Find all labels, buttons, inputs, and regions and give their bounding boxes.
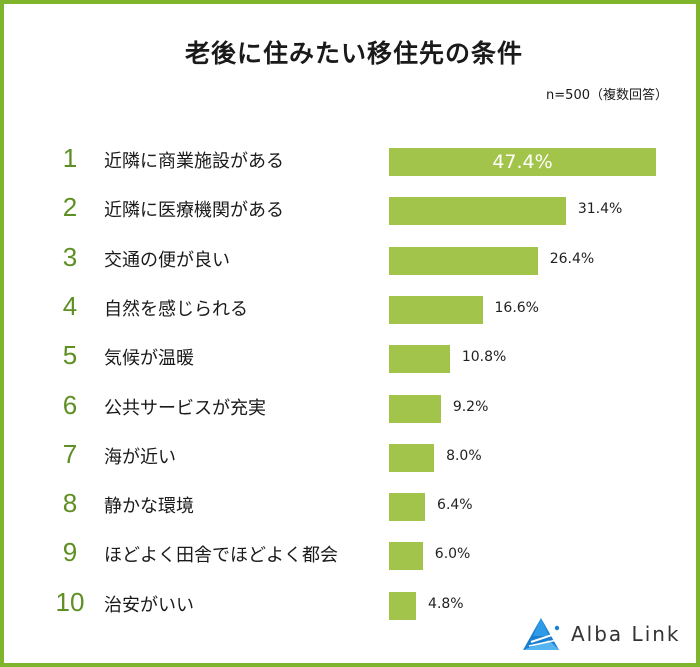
category-label: 自然を感じられる [104,298,248,320]
bar [389,345,450,374]
value-label: 6.4% [437,497,473,514]
rank-number: 7 [62,438,78,469]
value-label: 31.4% [577,201,623,218]
bar [389,493,426,522]
value-label: 47.4% [492,151,553,173]
rank-number: 3 [62,241,78,272]
value-label: 9.2% [452,398,489,415]
bar-row: 10 治安がいい 4.8% [4,587,700,621]
category-label: 近隣に商業施設がある [104,151,284,172]
category-label: 静かな環境 [104,496,194,518]
bar [389,591,417,620]
bar-row: 9 ほどよく田舎でほどよく都会 6.0% [4,537,700,571]
rank-number: 6 [62,389,78,420]
category-label: ほどよく田舎でほどよく都会 [104,545,338,567]
category-label: 海が近い [104,446,176,468]
category-label: 気候が温暖 [104,348,194,370]
category-label: 近隣に医療機関がある [104,200,284,222]
bar [389,197,566,226]
category-label: 治安がいい [104,594,194,616]
value-label: 10.8% [461,349,507,366]
bar [389,542,423,571]
value-label: 16.6% [494,299,539,316]
bar-row: 4 自然を感じられる 16.6% [4,291,700,325]
rank-number: 10 [55,586,85,617]
bar [389,394,441,423]
bar-row: 8 静かな環境 6.4% [4,488,700,522]
alba-link-logo: Alba Link [519,616,689,652]
bar [389,246,538,275]
bar [389,443,435,472]
chart-title: 老後に住みたい移住先の条件 [184,39,523,68]
value-label: 6.0% [434,546,471,563]
rank-number: 4 [62,290,78,321]
bar-row: 5 気候が温暖 10.8% [4,340,700,374]
bar-row: 7 海が近い 8.0% [4,439,700,473]
rank-number: 8 [62,488,78,519]
bar-row: 1 近隣に商業施設がある 47.4% [4,143,700,177]
value-label: 8.0% [446,447,482,464]
category-label: 交通の便が良い [104,249,230,271]
rank-number: 1 [62,143,78,173]
rank-number: 5 [62,340,78,371]
bar [389,148,656,176]
value-label: 26.4% [549,250,595,267]
triangle-logo-icon [523,618,560,650]
rank-number: 2 [62,192,78,223]
bar-row: 6 公共サービスが充実 9.2% [4,390,700,424]
sample-size-note: n=500（複数回答） [546,88,668,103]
bar-row: 2 近隣に医療機関がある 31.4% [4,192,700,226]
rank-number: 9 [62,537,78,568]
logo-text: Alba Link [571,622,681,646]
bar [389,295,483,324]
value-label: 4.8% [428,595,464,612]
category-label: 公共サービスが充実 [104,397,266,419]
bar-row: 3 交通の便が良い 26.4% [4,242,700,276]
